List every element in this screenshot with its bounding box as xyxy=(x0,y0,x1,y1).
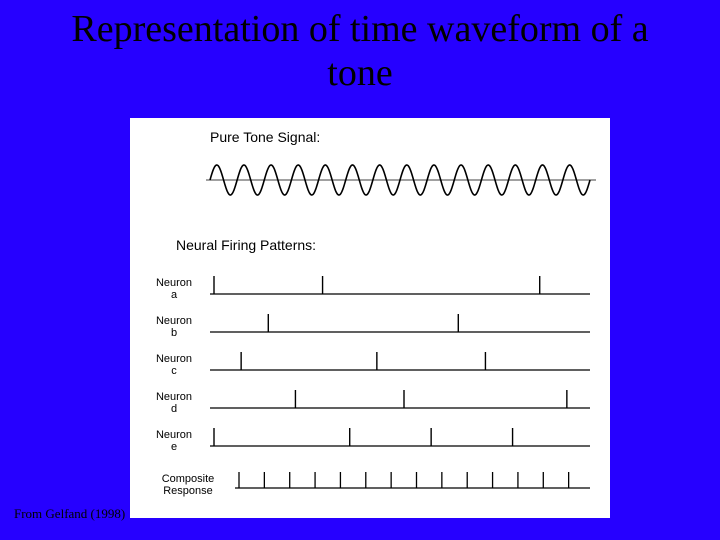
composite-label: Response xyxy=(163,485,213,497)
neuron-label: a xyxy=(171,289,178,301)
neuron-label: Neuron xyxy=(156,429,192,441)
neuron-label: c xyxy=(171,365,177,377)
neuron-label: Neuron xyxy=(156,353,192,365)
waveform-diagram: Pure Tone Signal: Neural Firing Patterns:… xyxy=(130,118,610,518)
neuron-label: Neuron xyxy=(156,277,192,289)
composite-label: Composite xyxy=(162,473,215,485)
pure-tone-label: Pure Tone Signal: xyxy=(210,129,320,145)
neural-firing-label: Neural Firing Patterns: xyxy=(176,237,316,253)
neuron-label: Neuron xyxy=(156,315,192,327)
neuron-label: Neuron xyxy=(156,391,192,403)
slide-title: Representation of time waveform of a ton… xyxy=(0,0,720,95)
neuron-label: d xyxy=(171,403,177,415)
neuron-label: b xyxy=(171,327,177,339)
figure-panel: Pure Tone Signal: Neural Firing Patterns:… xyxy=(130,118,610,518)
citation: From Gelfand (1998) xyxy=(14,506,125,522)
neuron-label: e xyxy=(171,441,177,453)
